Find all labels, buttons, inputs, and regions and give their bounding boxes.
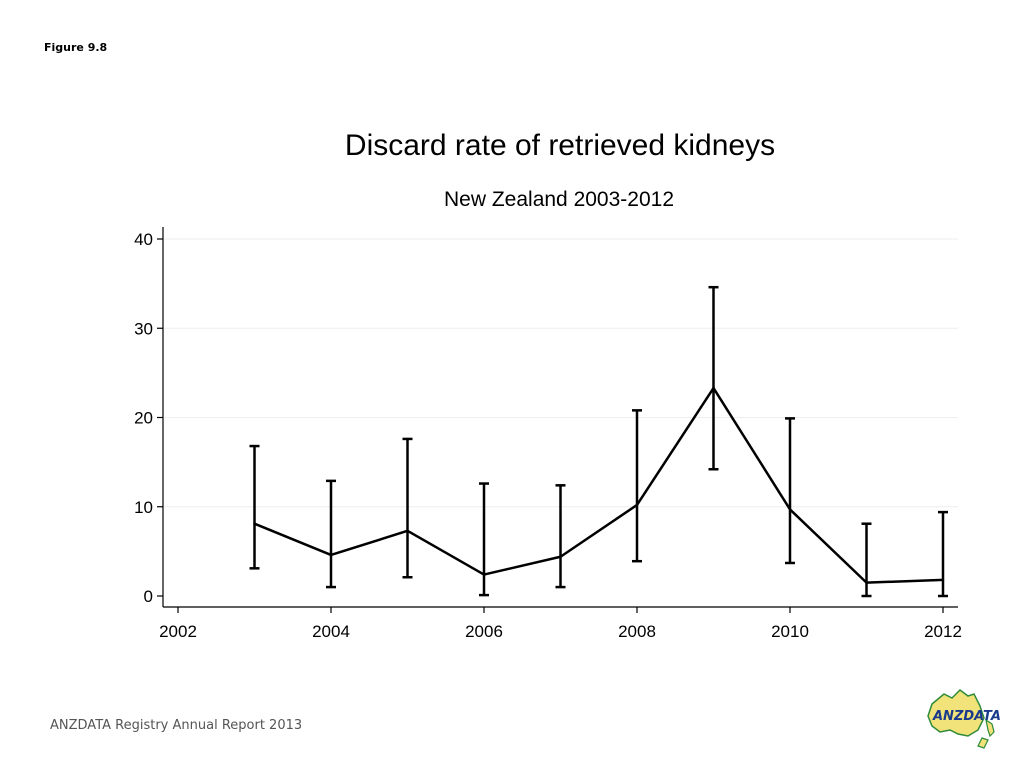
y-tick-label: 40 [134,230,153,249]
x-tick-label: 2012 [924,622,962,641]
data-point [865,581,868,584]
chart-subtitle: New Zealand 2003-2012 [444,188,674,211]
data-point [788,508,792,511]
data-point [406,529,409,533]
data-point [482,573,486,576]
data-point [559,555,562,558]
x-tick-label: 2002 [159,622,197,641]
data-point [941,578,945,582]
footer-text: ANZDATA Registry Annual Report 2013 [50,718,303,733]
data-point [253,522,256,525]
anzdata-logo: ANZDATA [922,684,1002,750]
new-zealand-map-icon [977,718,995,749]
australia-map-icon [927,689,985,737]
x-tick-label: 2004 [312,622,350,641]
x-tick-label: 2006 [465,622,503,641]
data-point [635,503,639,507]
y-tick-label: 20 [134,409,153,428]
x-tick-label: 2008 [618,622,656,641]
figure-label: Figure 9.8 [44,41,108,54]
y-tick-label: 10 [134,498,153,517]
x-tick-label: 2010 [771,622,809,641]
y-tick-label: 0 [144,587,153,606]
series-line [254,386,944,584]
chart-title: Discard rate of retrieved kidneys [344,129,776,162]
logo-text: ANZDATA [932,709,1001,724]
y-tick-label: 30 [134,319,153,338]
data-point [329,553,333,557]
data-point [712,386,715,390]
